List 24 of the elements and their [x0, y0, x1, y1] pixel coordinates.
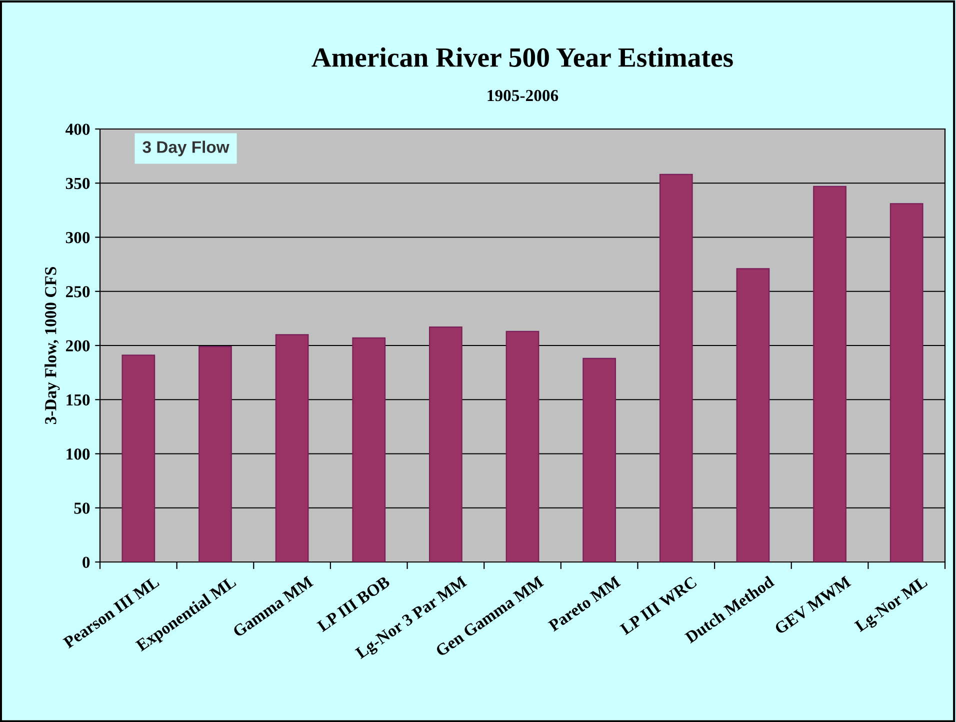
bar	[122, 354, 156, 562]
bar	[582, 358, 616, 562]
y-tick-label: 250	[66, 286, 90, 298]
y-tick-label: 150	[66, 394, 90, 406]
y-tick-label: 50	[74, 502, 90, 514]
bar	[428, 326, 462, 562]
bar	[659, 174, 693, 562]
bar	[736, 268, 770, 562]
bar	[890, 203, 924, 562]
chart-title: American River 500 Year Estimates	[312, 47, 733, 67]
bar	[275, 334, 309, 562]
chart-subtitle: 1905-2006	[488, 90, 558, 102]
y-tick-label: 400	[66, 124, 90, 135]
y-tick-label: 300	[66, 232, 90, 244]
bar	[506, 330, 540, 562]
bar	[352, 337, 386, 562]
y-tick-label: 0	[82, 556, 90, 568]
y-tick-label: 100	[66, 448, 90, 460]
y-tick-label: 200	[66, 340, 90, 352]
annotation: 3 Day Flow	[142, 140, 230, 156]
y-axis-title: 3-Day Flow, 1000 CFS	[44, 267, 60, 424]
bar	[813, 186, 846, 562]
y-tick-label: 350	[66, 178, 90, 190]
bar	[198, 346, 232, 562]
